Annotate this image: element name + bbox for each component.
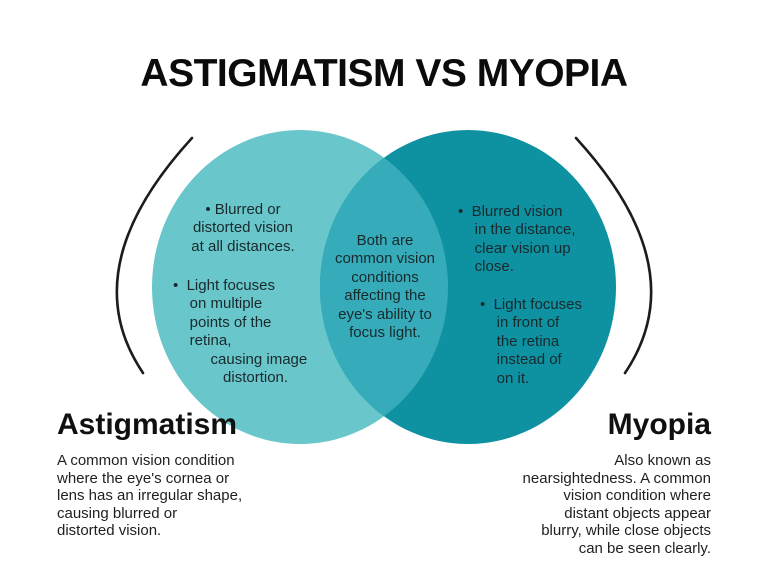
- astigmatism-bullet-2: • Light focuses on multiple points of th…: [173, 277, 308, 387]
- myopia-section: Myopia Also known as nearsightedness. A …: [496, 408, 711, 558]
- right-decorative-arc: [574, 136, 653, 375]
- page-title: ASTIGMATISM VS MYOPIA: [140, 52, 628, 95]
- overlap-text: Both are common vision conditions affect…: [334, 232, 436, 342]
- myopia-heading: Myopia: [607, 408, 711, 441]
- myopia-bullet-2: • Light focuses in front of the retina i…: [480, 296, 582, 387]
- myopia-description: Also known as nearsightedness. A common …: [522, 452, 711, 557]
- astigmatism-heading: Astigmatism: [57, 408, 238, 441]
- astigmatism-bullet-1: • Blurred or distorted vision at all dis…: [191, 201, 295, 255]
- astigmatism-description: A common vision condition where the eye'…: [57, 452, 243, 540]
- overlap-region: [320, 130, 448, 444]
- myopia-bullet-1: • Blurred vision in the distance, clear …: [458, 203, 576, 276]
- left-decorative-arc: [115, 136, 194, 375]
- astigmatism-section: Astigmatism A common vision condition wh…: [57, 408, 267, 540]
